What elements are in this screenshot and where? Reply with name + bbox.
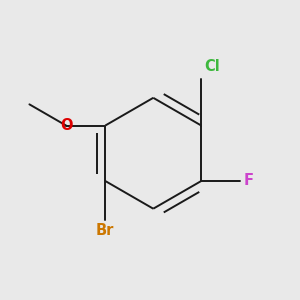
Text: O: O: [60, 118, 72, 133]
Text: F: F: [244, 173, 254, 188]
Text: Br: Br: [96, 224, 114, 238]
Text: Cl: Cl: [205, 59, 220, 74]
